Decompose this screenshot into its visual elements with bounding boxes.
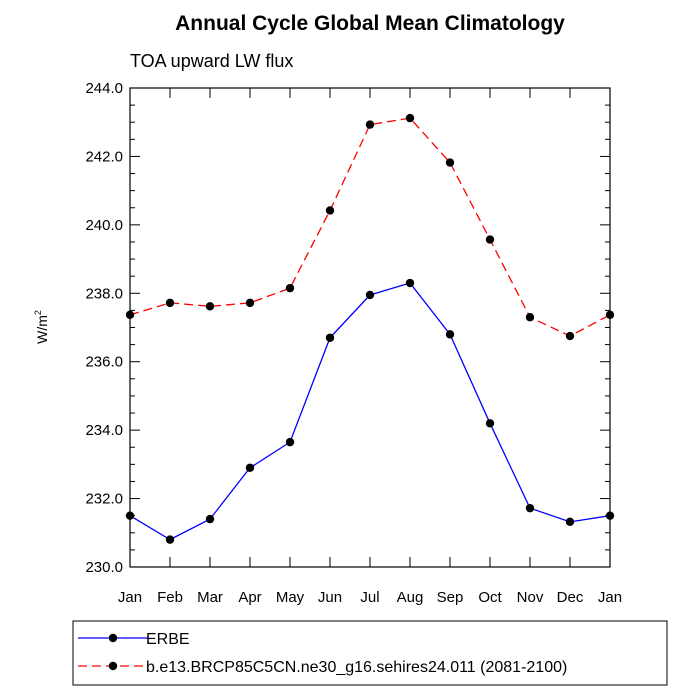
data-point	[245, 463, 255, 472]
x-tick-label: Sep	[437, 589, 464, 606]
data-point	[365, 290, 375, 300]
y-tick-label: 240.0	[85, 217, 123, 234]
legend: ERBE b.e13.BRCP85C5CN.ne30_g16.sehires24.…	[78, 631, 567, 676]
x-tick-label: Jul	[360, 589, 379, 606]
x-tick-label: Feb	[157, 589, 183, 606]
data-point	[205, 514, 215, 524]
data-point	[605, 511, 615, 520]
legend-marker-1	[108, 661, 118, 671]
series-layer	[125, 113, 615, 544]
data-point	[405, 278, 415, 288]
data-point	[525, 503, 535, 513]
y-tick-label: 234.0	[85, 422, 123, 439]
chart-subtitle: TOA upward LW flux	[130, 51, 293, 71]
data-point	[485, 235, 495, 244]
x-tick-label: Jan	[118, 589, 142, 606]
y-tick-label: 230.0	[85, 559, 123, 576]
y-axis-label-unit: W/m	[34, 315, 50, 344]
data-point	[525, 313, 535, 322]
legend-label-0: ERBE	[146, 631, 190, 648]
data-point	[605, 310, 615, 320]
data-point	[365, 120, 375, 129]
data-point	[565, 331, 575, 341]
legend-label-1: b.e13.BRCP85C5CN.ne30_g16.sehires24.011 …	[146, 659, 567, 676]
y-tick-label: 232.0	[85, 491, 123, 508]
data-point	[245, 298, 255, 308]
y-tick-label: 236.0	[85, 354, 123, 371]
x-axis: Jan Feb Mar Apr May Jun Jul Aug Sep Oct Nov Dec Jan	[118, 88, 622, 606]
legend-box	[72, 620, 668, 686]
data-point	[125, 511, 135, 520]
y-tick-label: 242.0	[85, 148, 123, 165]
x-tick-label: Nov	[517, 589, 544, 606]
series-0	[125, 278, 615, 544]
data-point	[285, 437, 295, 447]
data-point	[325, 206, 335, 215]
series-1	[125, 113, 615, 341]
series-line	[129, 117, 611, 337]
plot-frame	[129, 87, 611, 568]
data-point	[405, 113, 415, 123]
data-point	[125, 310, 135, 320]
x-tick-label: Dec	[557, 589, 584, 606]
y-axis-label-superscript: 2	[33, 310, 43, 315]
x-tick-label: Aug	[397, 589, 424, 606]
legend-marker-0	[108, 633, 118, 643]
data-point	[205, 302, 215, 311]
data-point	[445, 158, 455, 167]
y-tick-label: 244.0	[85, 80, 123, 97]
data-point	[485, 419, 495, 428]
y-axis-label: W/m2	[33, 310, 50, 344]
chart-title: Annual Cycle Global Mean Climatology	[175, 12, 565, 35]
x-tick-label: Apr	[238, 589, 261, 606]
data-point	[445, 330, 455, 339]
y-axis: 230.0 232.0 234.0 236.0 238.0 240.0 242.0 244.0	[85, 80, 610, 576]
x-tick-label: Jun	[318, 589, 342, 606]
data-point	[165, 298, 175, 308]
data-point	[165, 535, 175, 544]
x-tick-label: Jan	[598, 589, 622, 606]
y-tick-label: 238.0	[85, 285, 123, 302]
data-point	[565, 517, 575, 527]
x-tick-label: May	[276, 589, 305, 606]
x-tick-label: Mar	[197, 589, 223, 606]
data-point	[285, 283, 295, 293]
x-tick-label: Oct	[478, 589, 502, 606]
data-point	[325, 333, 335, 342]
